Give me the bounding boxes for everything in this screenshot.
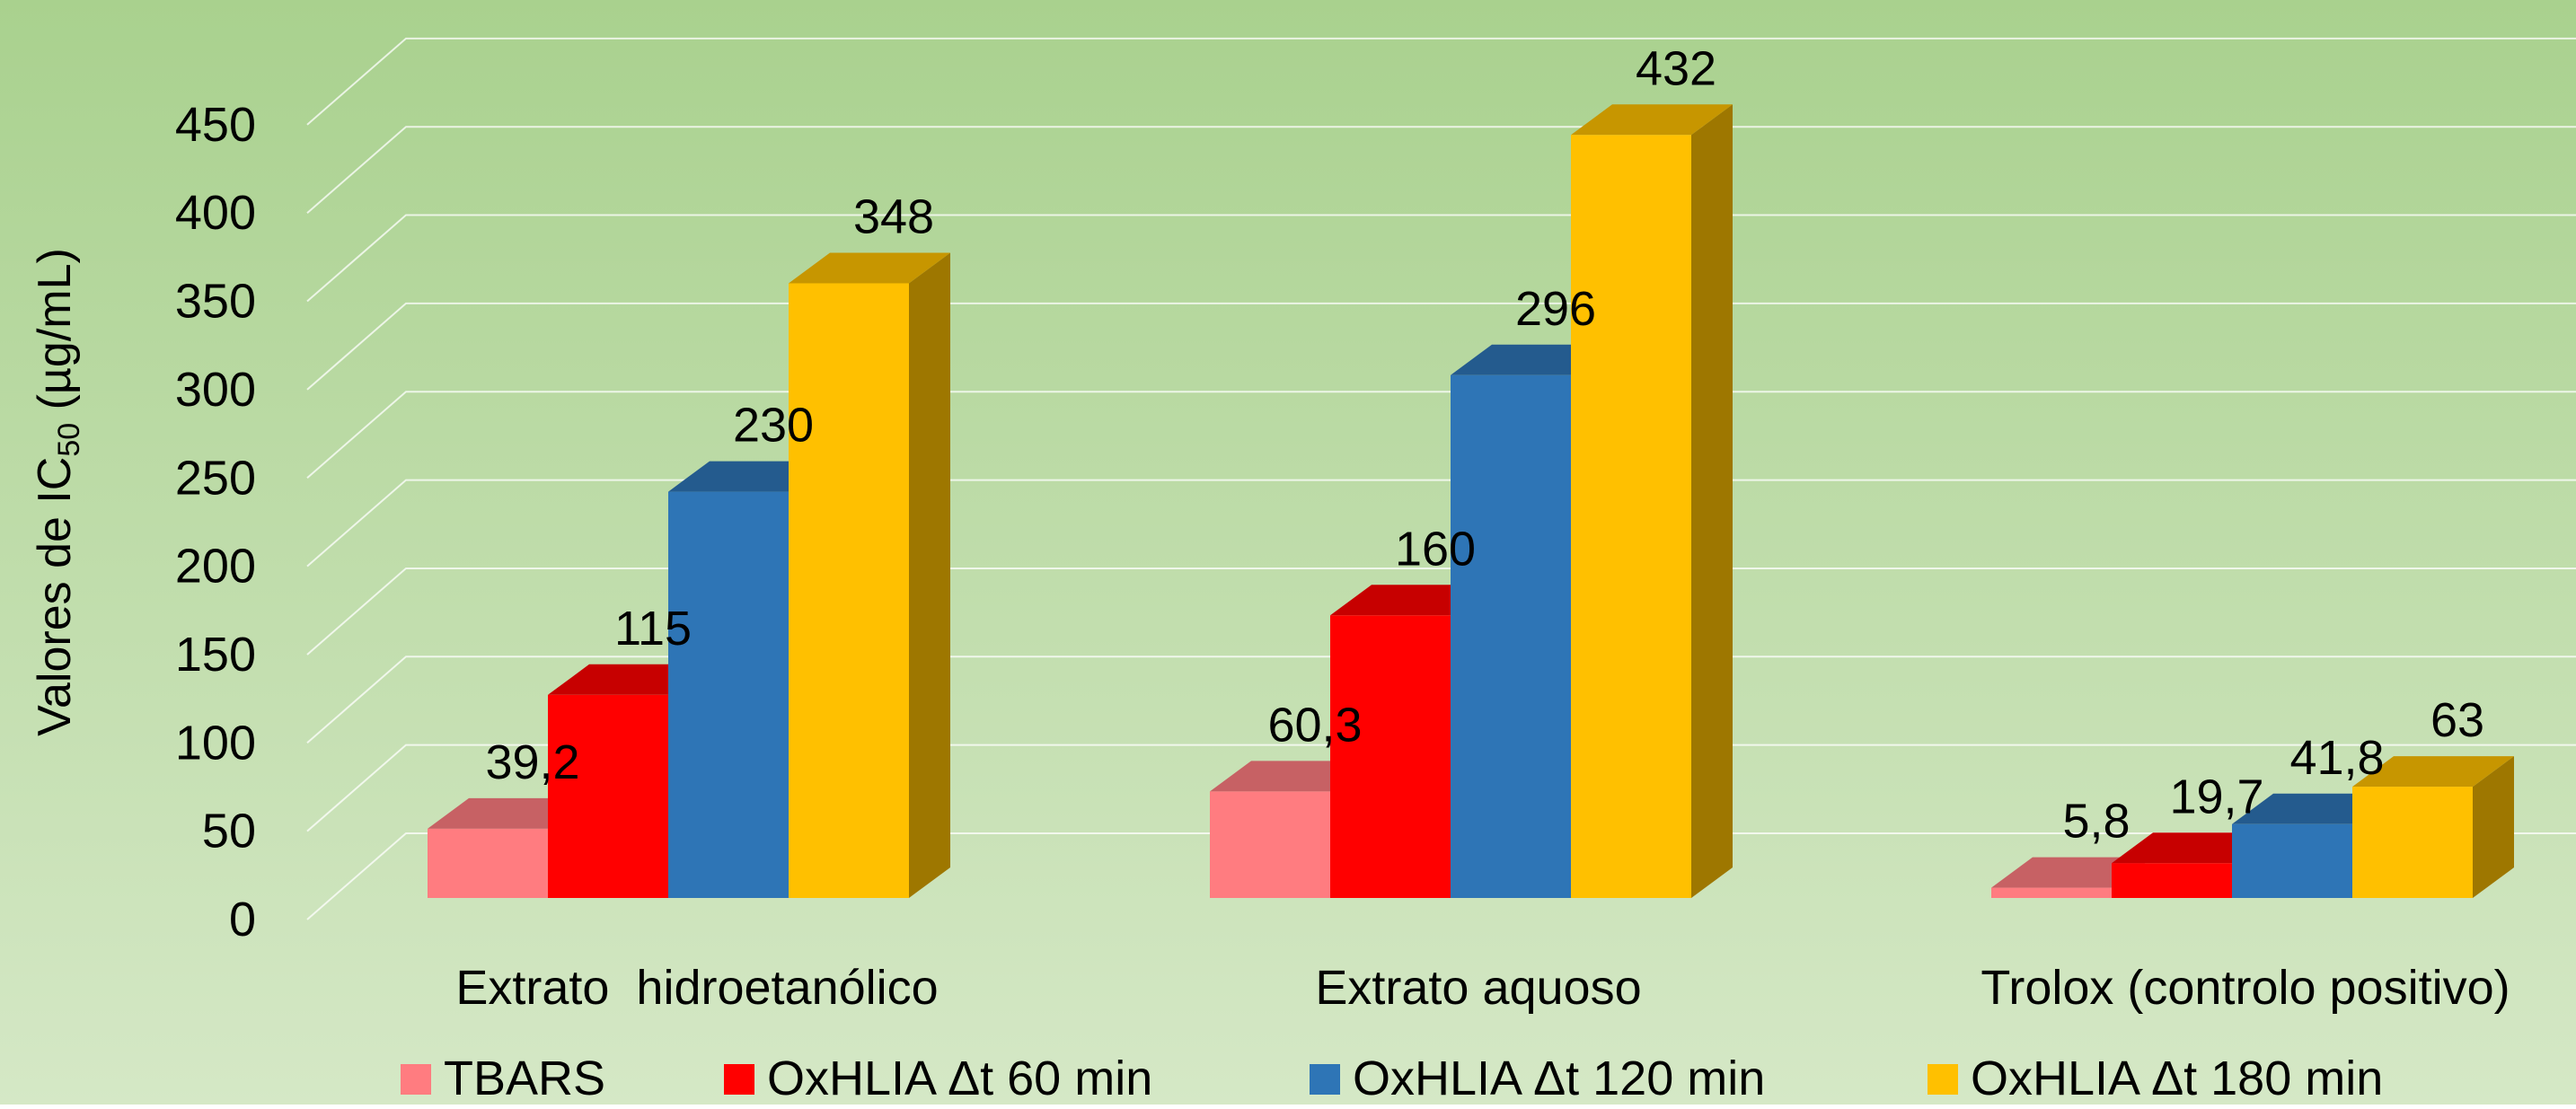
data-label: 60,3 [1267,698,1362,752]
legend: TBARS OxHLIA Δt 60 min OxHLIA Δt 120 min Ox… [401,1052,2383,1105]
bar [1330,585,1492,898]
y-axis-label-suffix: (µg/mL) [29,248,81,423]
x-tick-label: Extrato hidroetanólico [455,961,938,1015]
gridlines [306,37,2576,920]
legend-swatch [1928,1064,1958,1095]
bar [548,664,710,898]
gridline [306,391,2576,480]
y-tick-label: 350 [175,275,256,329]
x-tick-labels: Extrato hidroetanólico Extrato aquoso Trol… [455,961,2510,1015]
bar [1571,104,1733,899]
gridline [306,37,2576,126]
y-axis-label-prefix: Valores de IC [29,457,81,736]
legend-label: OxHLIA Δt 60 min [767,1052,1152,1105]
bar [2352,756,2514,898]
legend-swatch [1310,1064,1340,1095]
bars [428,104,2514,899]
gridline [306,302,2576,391]
data-label: 41,8 [2289,731,2384,785]
data-label: 5,8 [2062,795,2130,849]
y-tick-label: 200 [175,540,256,594]
legend-swatch [724,1064,754,1095]
data-label: 63 [2430,693,2484,747]
data-label: 115 [614,602,692,656]
gridline [306,832,2576,920]
gridline [306,214,2576,303]
bar [668,461,830,898]
y-tick-label: 150 [175,628,256,682]
legend-label: OxHLIA Δt 120 min [1353,1052,1765,1105]
data-label: 348 [853,189,934,243]
gridline [306,126,2576,214]
y-tick-label: 250 [175,451,256,505]
gridline [306,567,2576,656]
legend-swatch [401,1064,431,1095]
legend-label: OxHLIA Δt 180 min [1971,1052,2383,1105]
data-label: 19,7 [2169,770,2263,823]
data-label: 296 [1515,282,1596,336]
y-tick-label: 50 [202,805,256,858]
data-label: 160 [1395,522,1476,576]
gridline [306,744,2576,832]
data-label: 230 [733,399,814,453]
y-tick-label: 300 [175,363,256,417]
x-tick-label: Extrato aquoso [1315,961,1641,1015]
y-tick-label: 100 [175,716,256,770]
x-tick-label: Trolox (controlo positivo) [1981,961,2510,1015]
bar [789,252,950,898]
y-tick-label: 400 [175,186,256,240]
y-axis-label: Valores de IC50 (µg/mL) [29,248,86,736]
gridline [306,656,2576,744]
legend-label: TBARS [444,1052,605,1105]
y-tick-label: 450 [175,98,256,152]
bar [1451,344,1612,898]
data-label: 39,2 [485,735,579,789]
data-labels: 39,2 115 230 348 60,3 160 296 432 5,8 19,7 41,8 63 [485,41,2484,848]
y-tick-labels: 0 50 100 150 200 250 300 350 400 450 [175,98,256,946]
y-axis-label-subscript: 50 [52,423,86,457]
gridline [306,479,2576,568]
y-tick-label: 0 [229,893,256,946]
data-label: 432 [1636,41,1716,95]
